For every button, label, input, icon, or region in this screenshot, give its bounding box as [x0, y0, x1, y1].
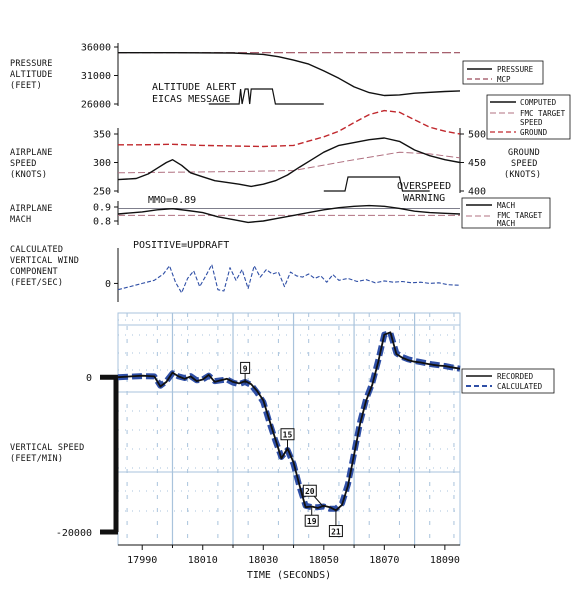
airplane-speed-label-3: (KNOTS) — [10, 170, 47, 180]
speed-y-tick-label: 300 — [93, 158, 111, 169]
legend-calculated: CALCULATED — [497, 382, 543, 391]
mach-legend: MACH FMC TARGET MACH — [461, 197, 551, 229]
vertical-speed-label-1: VERTICAL SPEED — [10, 443, 84, 453]
vertical-wind-line — [117, 264, 461, 294]
ground-speed-label-1: GROUND — [508, 148, 540, 158]
ground-speed-label-3: (KNOTS) — [504, 170, 541, 180]
altitude-legend: PRESSURE MCP — [462, 60, 544, 85]
legend-mach: MACH — [497, 201, 516, 210]
altitude-alert-annotation-1: ALTITUDE ALERT — [152, 82, 236, 93]
chart-panels: 26000 31000 36000 250 300 350 400 450 500 0.8 0.9 0… — [56, 43, 486, 582]
airplane-mach-label-1: AIRPLANE — [10, 204, 53, 214]
airplane-mach-label-2: MACH — [10, 215, 31, 225]
legend-computed: COMPUTED — [520, 98, 557, 107]
point-marker-box — [302, 484, 317, 497]
time-axis-label: TIME (SECONDS) — [247, 570, 331, 581]
computed-speed-line — [117, 137, 461, 188]
point-marker-label: 15 — [283, 431, 293, 440]
airplane-speed-label-2: SPEED — [10, 159, 37, 169]
positive-updraft-annotation: POSITIVE=UPDRAFT — [133, 240, 229, 251]
point-marker-label: 21 — [331, 528, 341, 537]
ground-speed-tick-label: 450 — [468, 158, 486, 169]
vertical-wind-label-2: VERTICAL WIND — [10, 256, 79, 266]
speed-y-tick-label: 250 — [93, 187, 111, 198]
legend-pressure: PRESSURE — [497, 65, 534, 74]
time-x-tick-label: 18010 — [188, 555, 218, 566]
ground-speed-tick-label: 400 — [468, 187, 486, 198]
ground-speed-line — [118, 109, 461, 148]
overspeed-annotation-2: WARNING — [403, 193, 445, 204]
legend-fmc-target-mach-2: MACH — [497, 219, 516, 228]
vspeed-legend: RECORDED CALCULATED — [461, 368, 555, 394]
altitude-alert-event-line — [208, 88, 324, 105]
point-marker-box — [328, 525, 343, 538]
vertical-speed-tick-label: 0 — [86, 373, 92, 384]
overspeed-annotation-1: OVERSPEED — [397, 181, 451, 192]
time-x-tick-label: 18050 — [309, 555, 339, 566]
pressure-altitude-label-3: (FEET) — [10, 81, 42, 91]
legend-fmc-target-speed: SPEED — [520, 118, 543, 127]
mach-y-tick-label: 0.8 — [93, 217, 111, 228]
legend-mcp: MCP — [497, 75, 511, 84]
altitude-y-tick-label: 26000 — [81, 100, 111, 111]
vertical-speed-tick-label: -20000 — [56, 528, 92, 539]
mmo-annotation: MMO=0.89 — [148, 195, 196, 206]
legend-recorded: RECORDED — [497, 372, 534, 381]
mach-line — [117, 204, 461, 224]
point-marker-label: 9 — [243, 364, 248, 373]
vertical-wind-label-3: COMPONENT — [10, 267, 58, 277]
mach-y-tick-label: 0.9 — [93, 203, 111, 214]
time-x-tick-label: 18030 — [248, 555, 278, 566]
vertical-wind-label-4: (FEET/SEC) — [10, 278, 63, 288]
overspeed-warning-event-line — [323, 176, 430, 192]
altitude-y-tick-label: 31000 — [81, 71, 111, 82]
ground-speed-label-2: SPEED — [511, 159, 538, 169]
wind-y-tick-label: 0 — [105, 279, 111, 290]
vertical-speed-frame — [117, 312, 461, 546]
point-marker-box — [280, 428, 295, 441]
recorded-vertical-speed-line — [117, 331, 461, 512]
pressure-altitude-label-2: ALTITUDE — [10, 70, 53, 80]
pressure-altitude-line — [118, 52, 461, 97]
time-x-tick-label: 17990 — [127, 555, 157, 566]
vertical-speed-label-2: (FEET/MIN) — [10, 454, 63, 464]
airplane-speed-label-1: AIRPLANE — [10, 148, 53, 158]
pressure-altitude-label-1: PRESSURE — [10, 59, 53, 69]
time-x-tick-label: 18070 — [369, 555, 399, 566]
point-marker-box — [240, 361, 251, 374]
speed-legend: COMPUTED FMC TARGET SPEED GROUND — [486, 94, 571, 140]
vertical-wind-label-1: CALCULATED — [10, 245, 63, 255]
altitude-alert-annotation-2: EICAS MESSAGE — [152, 94, 230, 105]
legend-ground: GROUND — [520, 128, 548, 137]
time-x-tick-label: 18090 — [430, 555, 460, 566]
speed-y-tick-label: 350 — [93, 130, 111, 141]
point-marker-label: 19 — [307, 517, 317, 526]
fmc-target-speed-line — [117, 151, 461, 174]
point-marker-box — [304, 514, 319, 527]
altitude-y-tick-label: 36000 — [81, 43, 111, 54]
legend-fmc-target-mach-1: FMC TARGET — [497, 211, 543, 220]
point-marker-label: 20 — [305, 487, 315, 496]
ground-speed-tick-label: 500 — [468, 130, 486, 141]
legend-fmc-target: FMC TARGET — [520, 109, 566, 118]
